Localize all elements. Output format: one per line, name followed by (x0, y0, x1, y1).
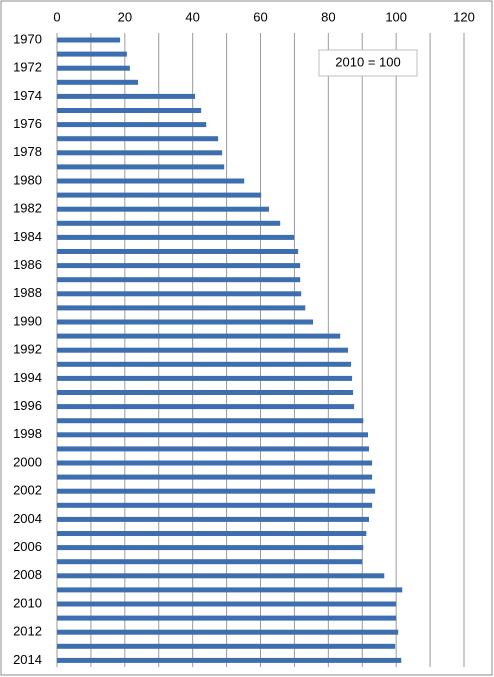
bar (57, 643, 396, 649)
y-tick-label: 1994 (13, 370, 42, 385)
bar (57, 291, 302, 297)
bar (57, 559, 363, 565)
bar (57, 37, 121, 43)
bar (57, 502, 373, 508)
x-tick-label: 20 (118, 9, 132, 24)
y-tick-label: 2006 (13, 539, 42, 554)
bar (57, 545, 364, 551)
y-tick-label: 1970 (13, 31, 42, 46)
y-tick-label: 2010 (13, 595, 42, 610)
bar (57, 263, 301, 269)
x-tick-label: 0 (53, 9, 60, 24)
y-tick-label: 1982 (13, 201, 42, 216)
bar (57, 319, 314, 325)
bar (57, 629, 399, 635)
y-tick-label: 1996 (13, 398, 42, 413)
bar (57, 234, 295, 240)
bar (57, 488, 376, 494)
bar (57, 136, 219, 142)
annotation: 2010 = 100 (335, 54, 400, 69)
y-tick-label: 1986 (13, 257, 42, 272)
bar (57, 79, 139, 85)
bar (57, 657, 402, 663)
x-tick-label: 40 (185, 9, 199, 24)
bar (57, 305, 306, 311)
y-tick-label: 1984 (13, 229, 42, 244)
bar (57, 108, 202, 113)
y-tick-label: 2004 (13, 511, 42, 526)
y-tick-label: 2000 (13, 454, 42, 469)
bar (57, 404, 355, 410)
y-tick-label: 1978 (13, 144, 42, 159)
y-tick-label: 1980 (13, 172, 42, 187)
y-tick-label: 1974 (13, 88, 42, 103)
bar (57, 164, 225, 170)
x-tick-label: 80 (321, 9, 335, 24)
bar (57, 93, 196, 99)
annotation-box (318, 49, 418, 77)
y-tick-label: 1972 (13, 60, 42, 75)
bar (57, 192, 262, 198)
bar (57, 474, 373, 480)
y-tick-label: 2002 (13, 483, 42, 498)
bar (57, 65, 130, 71)
bar (57, 347, 349, 353)
bar (57, 601, 397, 607)
bar (57, 573, 385, 579)
x-tick-label: 120 (453, 9, 475, 24)
bar (57, 206, 269, 212)
bar (57, 150, 223, 156)
y-tick-label: 1998 (13, 426, 42, 441)
bar (57, 122, 207, 128)
bar (57, 615, 397, 621)
bar (57, 51, 127, 57)
bar (57, 531, 367, 536)
bar (57, 446, 370, 452)
bar (57, 333, 341, 339)
y-tick-label: 1976 (13, 116, 42, 131)
y-tick-label: 1988 (13, 285, 42, 300)
bar (57, 390, 354, 395)
bar (57, 418, 364, 424)
bar (57, 361, 352, 367)
y-tick-label: 2014 (13, 652, 42, 667)
bar (57, 516, 370, 522)
bar (57, 375, 353, 381)
y-tick-label: 1990 (13, 313, 42, 328)
bar (57, 220, 281, 226)
bar (57, 277, 301, 283)
y-tick-label: 2008 (13, 567, 42, 582)
x-tick-label: 60 (253, 9, 267, 24)
y-tick-label: 1992 (13, 342, 42, 357)
y-tick-label: 2012 (13, 624, 42, 639)
bar (57, 178, 245, 184)
bar (57, 460, 373, 466)
bar (57, 587, 403, 593)
bar (57, 249, 299, 254)
x-tick-label: 100 (385, 9, 407, 24)
bar (57, 432, 369, 438)
